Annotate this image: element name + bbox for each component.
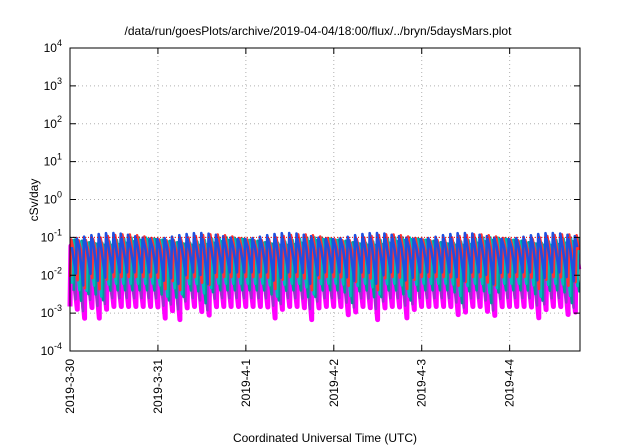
y-tick-exponent: -1 (54, 227, 62, 237)
y-tick-base: 10 (44, 117, 58, 131)
y-tick-label: 102 (44, 114, 62, 131)
y-tick-exponent: 0 (57, 190, 62, 200)
x-tick-label: 2019-4-3 (415, 359, 429, 407)
x-tick-label: 2019-3-30 (63, 359, 77, 414)
y-tick-exponent: -3 (54, 303, 62, 313)
y-tick-exponent: -4 (54, 341, 62, 351)
y-tick-label: 10-3 (41, 303, 62, 320)
y-tick-exponent: -2 (54, 265, 62, 275)
y-tick-exponent: 4 (57, 38, 62, 48)
chart-title: /data/run/goesPlots/archive/2019-04-04/1… (125, 24, 513, 38)
y-tick-base: 10 (44, 79, 58, 93)
y-tick-base: 10 (41, 230, 55, 244)
y-tick-base: 10 (44, 155, 58, 169)
y-axis-label: cSv/day (27, 179, 41, 222)
y-tick-label: 100 (44, 190, 62, 207)
y-tick-label: 10-2 (41, 265, 62, 282)
x-axis-label: Coordinated Universal Time (UTC) (233, 431, 417, 445)
x-tick-label: 2019-4-2 (327, 359, 341, 407)
y-tick-label: 101 (44, 152, 62, 169)
y-tick-exponent: 2 (57, 114, 62, 124)
x-axis: 2019-3-30 2019-3-31 2019-4-1 2019-4-2 2019-4… (63, 48, 517, 414)
y-tick-base: 10 (41, 306, 55, 320)
y-tick-exponent: 3 (57, 76, 62, 86)
y-tick-base: 10 (44, 193, 58, 207)
series-line (70, 231, 579, 287)
y-tick-label: 10-4 (41, 341, 62, 358)
y-tick-label: 104 (44, 38, 62, 55)
x-tick-label: 2019-4-4 (503, 359, 517, 407)
y-tick-exponent: 1 (57, 152, 62, 162)
y-tick-base: 10 (41, 268, 55, 282)
x-tick-label: 2019-4-1 (239, 359, 253, 407)
y-tick-base: 10 (41, 344, 55, 358)
y-tick-base: 10 (44, 41, 58, 55)
y-tick-label: 10-1 (41, 227, 62, 244)
y-tick-label: 103 (44, 76, 62, 93)
series-group (67, 231, 582, 323)
series-line (69, 233, 581, 292)
x-tick-label: 2019-3-31 (151, 359, 165, 414)
